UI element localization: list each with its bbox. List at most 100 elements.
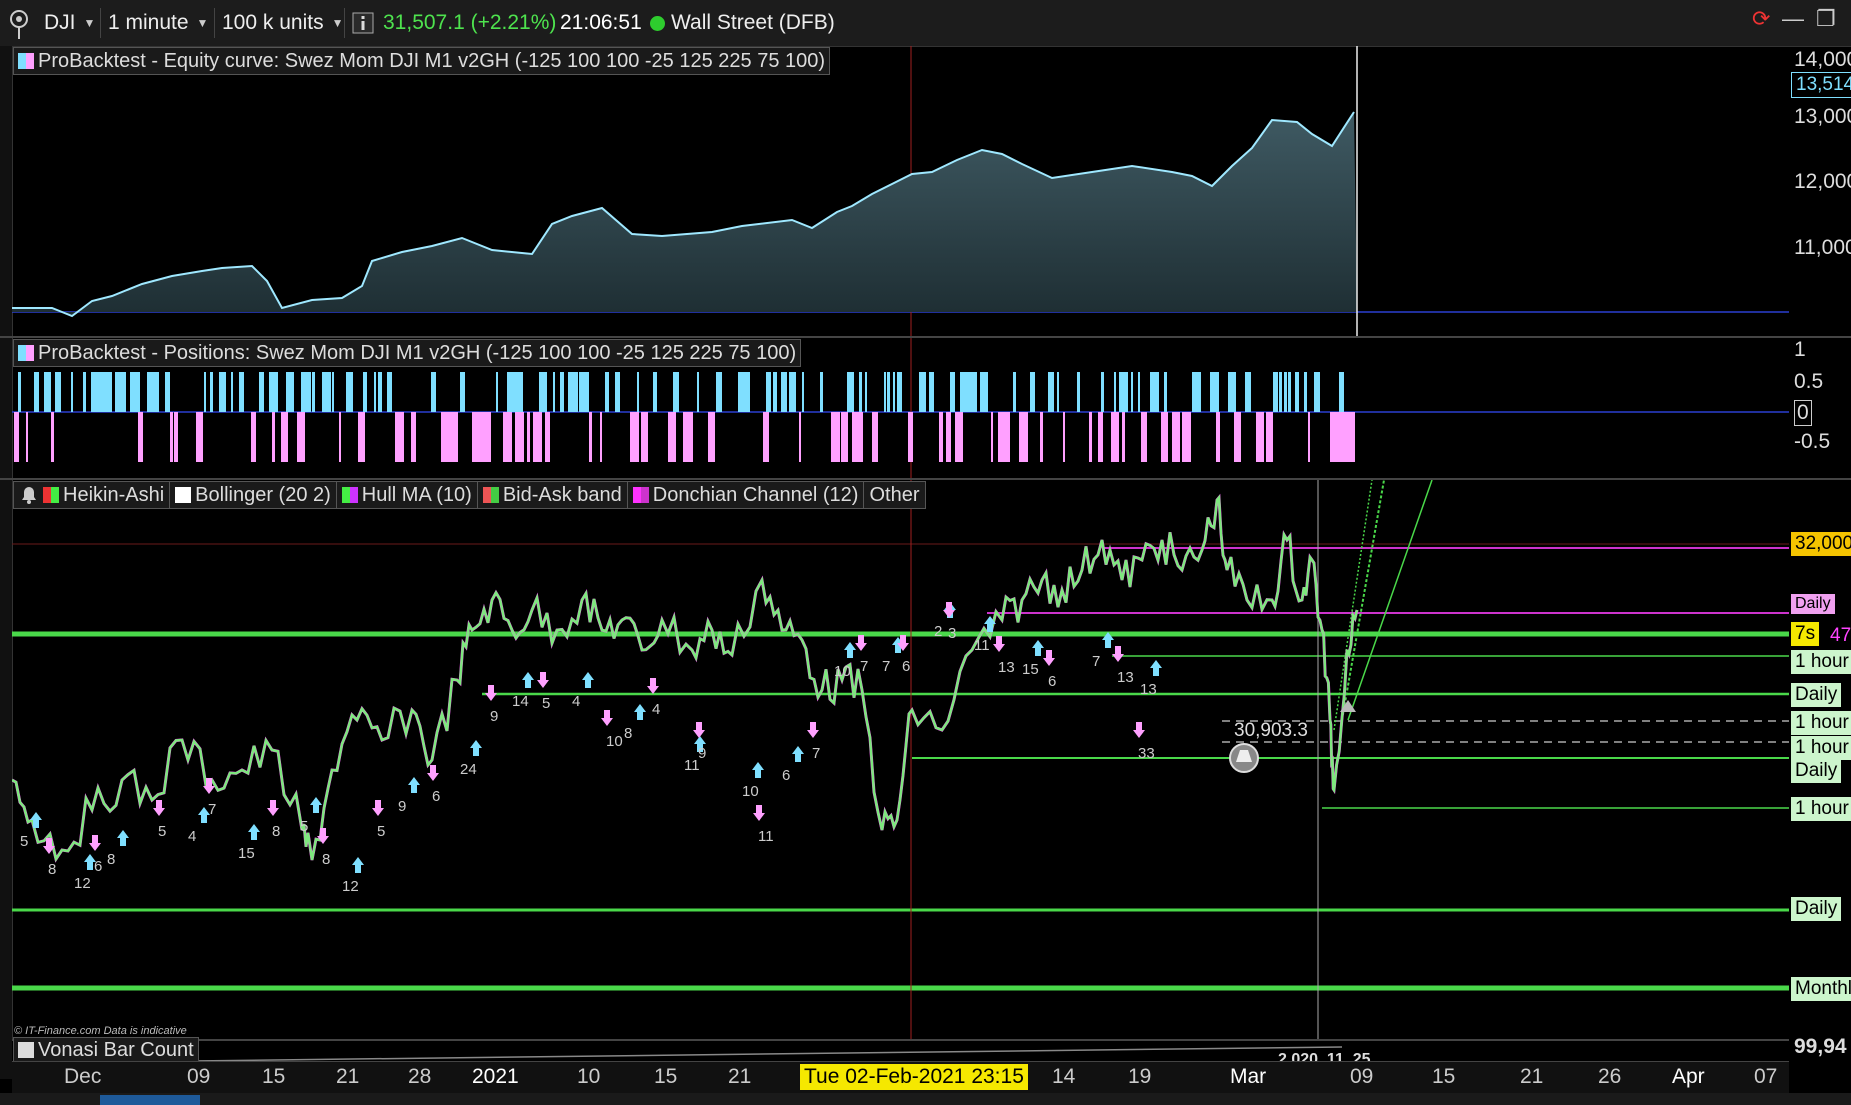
long-position-bar — [210, 372, 213, 412]
bar-count-label: 8 — [48, 861, 56, 878]
color-swatch-icon — [18, 1042, 34, 1058]
sync-icon[interactable]: ⟳ — [1752, 6, 1771, 31]
sell-arrow-icon — [153, 800, 165, 816]
price-tag: 47 — [1826, 624, 1851, 648]
time-axis-label: 21 — [728, 1065, 752, 1088]
bar-count-label: 4 — [572, 693, 580, 710]
positions-panel-title[interactable]: ProBacktest - Positions: Swez Mom DJI M1… — [13, 339, 802, 367]
indicator-bollinger[interactable]: Bollinger (20 2) — [170, 482, 337, 508]
buy-arrow-icon — [844, 642, 856, 658]
units-selector[interactable]: 100 k units ▼ — [222, 6, 343, 40]
symbol-selector[interactable]: DJI ▼ — [44, 6, 95, 40]
sell-arrow-icon — [267, 800, 279, 816]
bar-count-label: 6 — [432, 788, 440, 805]
long-position-bar — [301, 372, 306, 412]
alert-bell-icon[interactable] — [1229, 743, 1259, 773]
indicator-hull-ma[interactable]: Hull MA (10) — [337, 482, 478, 508]
bar-count-label: 33 — [1138, 745, 1155, 762]
short-position-bar — [799, 412, 801, 462]
indicator-bid-ask[interactable]: Bid-Ask band — [478, 482, 628, 508]
short-position-bar — [449, 412, 458, 462]
chevron-down-icon: ▼ — [83, 16, 96, 30]
indicator-label: Bid-Ask band — [502, 483, 622, 506]
long-position-bar — [1150, 372, 1159, 412]
minimize-icon[interactable]: — — [1782, 6, 1804, 31]
panel-divider[interactable] — [0, 336, 1851, 338]
short-position-bar — [856, 412, 863, 462]
bar-count-label: 13 — [1140, 681, 1157, 698]
long-position-bar — [71, 372, 73, 412]
long-position-bar — [115, 372, 124, 412]
short-position-bar — [170, 412, 173, 462]
indicator-donchian[interactable]: Donchian Channel (12) — [628, 482, 865, 508]
short-position-bar — [1308, 412, 1310, 462]
long-position-bar — [1245, 372, 1251, 412]
countdown-tag: 7s — [1791, 622, 1820, 646]
price-tag-1hour: 1 hour — [1791, 797, 1851, 821]
vonasi-axis-label: 99,94 — [1794, 1035, 1847, 1058]
equity-panel-title[interactable]: ProBacktest - Equity curve: Swez Mom DJI… — [13, 47, 831, 75]
short-position-bar — [503, 412, 512, 462]
bar-count-label: 6 — [902, 658, 910, 675]
short-position-bar — [946, 412, 951, 462]
sell-arrow-icon — [537, 672, 549, 688]
clock: 21:06:51 — [560, 11, 642, 34]
vonasi-line — [191, 1046, 1343, 1062]
alert-bell-toggle[interactable]: Heikin-Ashi — [14, 482, 171, 508]
long-position-bar — [1339, 372, 1344, 412]
short-position-bar — [1161, 412, 1168, 462]
short-position-bar — [478, 412, 486, 462]
sell-arrow-icon — [943, 602, 955, 618]
maximize-icon[interactable]: ❐ — [1816, 6, 1836, 31]
bar-count-label: 7 — [812, 745, 820, 762]
short-position-bar — [472, 412, 478, 462]
divider — [344, 8, 345, 38]
color-swatch-icon — [632, 487, 649, 503]
info-icon[interactable] — [352, 6, 374, 40]
long-position-bar — [332, 372, 334, 412]
long-position-bar — [231, 372, 233, 412]
short-position-bar — [26, 412, 28, 462]
time-axis-label: 10 — [577, 1065, 601, 1088]
bar-count-label: 8 — [107, 851, 115, 868]
short-position-bar — [297, 412, 305, 462]
bar-count-label: 11 — [758, 828, 774, 845]
short-position-bar — [1122, 412, 1125, 462]
left-drawing-strip[interactable] — [0, 46, 13, 1079]
vonasi-panel-title[interactable]: Vonasi Bar Count — [13, 1037, 199, 1063]
positions-axis-label: -0.5 — [1794, 430, 1831, 453]
color-swatch-icon — [18, 53, 34, 69]
buy-arrow-icon — [752, 762, 764, 778]
indicator-other[interactable]: Other — [864, 482, 924, 508]
sell-arrow-icon — [647, 678, 659, 694]
long-position-bar — [637, 372, 639, 412]
short-position-bar — [1256, 412, 1264, 462]
bar-count-label: 7 — [1092, 653, 1100, 670]
sell-arrow-icon — [993, 636, 1005, 652]
long-position-bar — [322, 372, 325, 412]
long-position-bar — [135, 372, 140, 412]
short-position-bar — [908, 412, 913, 462]
triangle-marker-icon — [1340, 700, 1356, 712]
short-position-bar — [515, 412, 524, 462]
panel-divider[interactable] — [0, 478, 1851, 480]
short-position-bar — [1040, 412, 1043, 462]
bar-count-label: 4 — [188, 828, 196, 845]
buy-arrow-icon — [984, 616, 996, 632]
scroll-thumb[interactable] — [100, 1095, 200, 1105]
short-position-bar — [1089, 412, 1092, 462]
divider — [100, 8, 101, 38]
bar-count-label: 6 — [1048, 673, 1056, 690]
bar-count-label: 9 — [398, 798, 406, 815]
long-position-bar — [104, 372, 112, 412]
bar-count-label: 12 — [74, 875, 91, 892]
long-position-bar — [91, 372, 98, 412]
watermark: © IT-Finance.com Data is indicative — [14, 1025, 187, 1037]
timeframe-selector[interactable]: 1 minute ▼ — [108, 6, 208, 40]
vonasi-panel: 2,020, 11, 25 — [12, 1039, 1789, 1068]
time-axis[interactable]: Dec 09 15 21 28 2021 10 15 21 14 19 Mar … — [12, 1061, 1789, 1094]
short-position-bar — [1141, 412, 1147, 462]
long-position-bar — [512, 372, 518, 412]
bar-count-label: 9 — [490, 708, 498, 725]
buy-arrow-icon — [248, 824, 260, 840]
